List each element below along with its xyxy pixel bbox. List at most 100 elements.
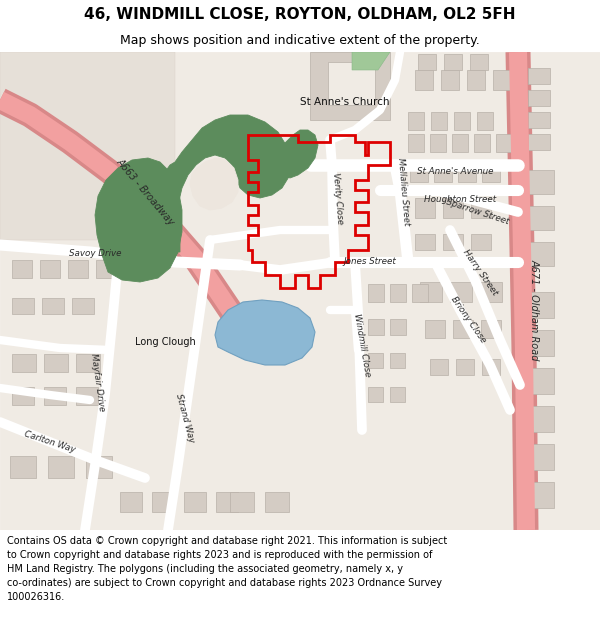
Text: Verity Close: Verity Close: [331, 172, 345, 224]
Polygon shape: [425, 320, 445, 338]
Polygon shape: [44, 354, 68, 372]
Polygon shape: [528, 444, 554, 470]
Text: St Anne's Church: St Anne's Church: [300, 97, 390, 107]
Polygon shape: [528, 90, 550, 106]
Polygon shape: [444, 54, 462, 70]
Polygon shape: [528, 330, 554, 356]
Polygon shape: [528, 242, 554, 266]
Polygon shape: [474, 134, 490, 152]
Polygon shape: [68, 260, 88, 278]
Polygon shape: [410, 167, 428, 182]
Polygon shape: [528, 406, 554, 432]
Polygon shape: [0, 52, 175, 240]
Text: Windmill Close: Windmill Close: [352, 312, 372, 378]
Polygon shape: [368, 387, 383, 402]
Polygon shape: [230, 492, 254, 512]
Polygon shape: [415, 234, 435, 250]
Polygon shape: [408, 134, 424, 152]
Polygon shape: [76, 387, 98, 405]
Polygon shape: [96, 260, 116, 278]
Polygon shape: [430, 359, 448, 375]
Text: Mayfair Drive: Mayfair Drive: [89, 352, 107, 412]
Polygon shape: [434, 167, 452, 182]
Polygon shape: [278, 130, 318, 178]
Polygon shape: [528, 206, 554, 230]
Polygon shape: [76, 354, 100, 372]
Polygon shape: [430, 134, 446, 152]
Text: Harry Street: Harry Street: [461, 248, 499, 297]
Text: Briony Close: Briony Close: [449, 295, 487, 345]
Polygon shape: [12, 260, 32, 278]
Text: Savoy Drive: Savoy Drive: [69, 249, 121, 258]
Polygon shape: [441, 70, 459, 90]
Polygon shape: [72, 298, 94, 314]
Text: Strand Way: Strand Way: [174, 392, 196, 443]
Polygon shape: [10, 456, 36, 478]
Polygon shape: [467, 70, 485, 90]
Polygon shape: [482, 167, 500, 182]
Polygon shape: [265, 492, 289, 512]
Polygon shape: [352, 52, 390, 70]
Text: Contains OS data © Crown copyright and database right 2021. This information is : Contains OS data © Crown copyright and d…: [7, 536, 448, 602]
Polygon shape: [418, 54, 436, 70]
Polygon shape: [368, 319, 384, 335]
Polygon shape: [452, 134, 468, 152]
Polygon shape: [477, 112, 493, 130]
Polygon shape: [496, 134, 512, 152]
Polygon shape: [390, 319, 406, 335]
Polygon shape: [420, 282, 442, 302]
Polygon shape: [390, 387, 405, 402]
Polygon shape: [152, 115, 290, 265]
Polygon shape: [328, 62, 375, 105]
Polygon shape: [443, 198, 463, 218]
Polygon shape: [12, 298, 34, 314]
Polygon shape: [528, 170, 554, 194]
Polygon shape: [458, 167, 476, 182]
Polygon shape: [456, 359, 474, 375]
Polygon shape: [431, 112, 447, 130]
Polygon shape: [12, 354, 36, 372]
Text: Long Clough: Long Clough: [134, 337, 196, 347]
Polygon shape: [215, 300, 315, 365]
Polygon shape: [0, 52, 600, 530]
Text: St Anne's Avenue: St Anne's Avenue: [417, 168, 493, 176]
Polygon shape: [415, 198, 435, 218]
Text: Mellalieu Street: Mellalieu Street: [395, 158, 410, 226]
Polygon shape: [443, 234, 463, 250]
Polygon shape: [368, 284, 384, 302]
Polygon shape: [390, 353, 405, 368]
Polygon shape: [390, 284, 406, 302]
Polygon shape: [152, 492, 174, 512]
Text: Jones Street: Jones Street: [344, 258, 397, 266]
Text: A663 - Broadway: A663 - Broadway: [114, 157, 176, 228]
Polygon shape: [310, 52, 390, 120]
Polygon shape: [408, 112, 424, 130]
Polygon shape: [368, 353, 383, 368]
Polygon shape: [454, 112, 470, 130]
Polygon shape: [528, 112, 550, 128]
Polygon shape: [482, 359, 500, 375]
Text: Houghton Street: Houghton Street: [424, 196, 496, 204]
Text: Sparrow Street: Sparrow Street: [445, 198, 511, 226]
Polygon shape: [480, 282, 502, 302]
Text: 46, WINDMILL CLOSE, ROYTON, OLDHAM, OL2 5FH: 46, WINDMILL CLOSE, ROYTON, OLDHAM, OL2 …: [84, 7, 516, 22]
Polygon shape: [481, 320, 501, 338]
Polygon shape: [12, 387, 34, 405]
Polygon shape: [44, 387, 66, 405]
Polygon shape: [493, 70, 511, 90]
Polygon shape: [190, 158, 238, 210]
Polygon shape: [453, 320, 473, 338]
Polygon shape: [184, 492, 206, 512]
Text: A671 - Oldham Road: A671 - Oldham Road: [530, 259, 540, 361]
Polygon shape: [470, 54, 488, 70]
Polygon shape: [528, 292, 554, 318]
Polygon shape: [528, 368, 554, 394]
Polygon shape: [48, 456, 74, 478]
Polygon shape: [528, 68, 550, 84]
Polygon shape: [471, 234, 491, 250]
Polygon shape: [412, 284, 428, 302]
Text: Map shows position and indicative extent of the property.: Map shows position and indicative extent…: [120, 34, 480, 47]
Polygon shape: [86, 456, 112, 478]
Polygon shape: [42, 298, 64, 314]
Text: Carlton Way: Carlton Way: [23, 429, 77, 454]
